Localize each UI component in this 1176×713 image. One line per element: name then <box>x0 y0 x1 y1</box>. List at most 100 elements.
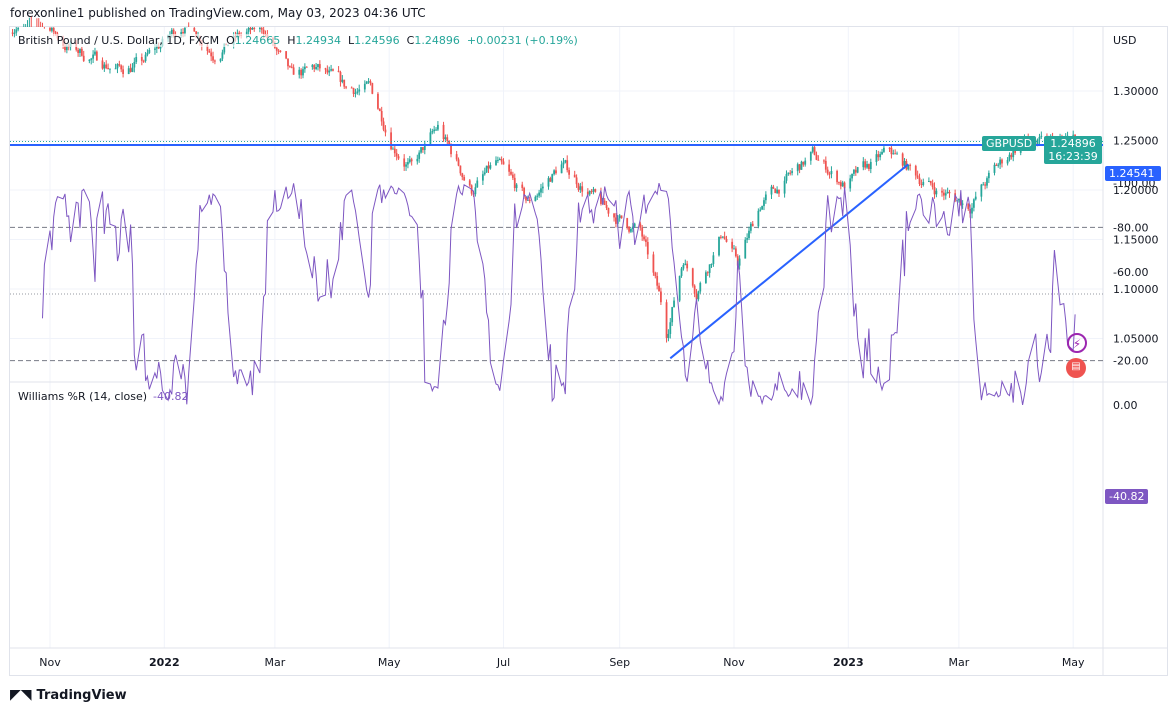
candle-body <box>90 58 93 60</box>
candle-body <box>631 226 634 229</box>
candle-body <box>260 28 263 30</box>
candle-body <box>393 148 396 154</box>
indicator-title[interactable]: Williams %R (14, close) <box>18 390 148 403</box>
candle-body <box>997 164 1000 166</box>
candle-body <box>446 137 449 141</box>
close-value: 1.24896 <box>414 34 460 47</box>
candle-body <box>607 207 610 214</box>
candle-body <box>718 236 720 256</box>
candle-body <box>79 48 81 53</box>
candle-body <box>879 154 882 158</box>
time-tick-label: 2022 <box>149 656 180 669</box>
candle-body <box>311 65 314 67</box>
low-value: 1.24596 <box>354 34 400 47</box>
candle-body <box>918 177 921 184</box>
us-flag-icon[interactable]: ▤ <box>1066 358 1086 378</box>
candle-body <box>594 189 597 192</box>
candle-body <box>408 159 411 163</box>
symbol-tag: GBPUSD <box>982 136 1037 151</box>
candle-body <box>326 69 329 73</box>
candle-body <box>573 174 576 178</box>
candle-body <box>719 236 722 238</box>
tv-logo-icon: ◤◥ <box>10 687 32 703</box>
candle-body <box>330 69 332 71</box>
candle-body <box>615 217 617 224</box>
candle-body <box>420 147 422 153</box>
candle-body <box>397 156 400 159</box>
candle-body <box>247 28 250 32</box>
candle-body <box>1012 150 1015 158</box>
lightning-icon[interactable]: ⚡ <box>1067 333 1087 353</box>
candle-body <box>590 191 593 193</box>
candle-body <box>341 79 344 82</box>
candle-body <box>592 189 595 192</box>
candle-body <box>88 59 91 61</box>
candle-body <box>382 121 385 130</box>
candle-body <box>223 43 226 53</box>
tradingview-logo[interactable]: ◤◥ TradingView <box>10 687 127 703</box>
price-tick-label: 1.25000 <box>1113 135 1159 148</box>
candle-body <box>778 189 780 194</box>
candle-body <box>15 29 18 33</box>
candle-body <box>941 190 943 193</box>
price-tick-label: 1.15000 <box>1113 234 1159 247</box>
candle-body <box>643 236 645 240</box>
candle-body <box>457 159 460 166</box>
candle-body <box>410 159 413 162</box>
candle-body <box>208 50 211 53</box>
indicator-value-tag: -40.82 <box>1105 489 1149 504</box>
indicator-legend: Williams %R (14, close) -40.82 <box>18 390 189 403</box>
candle-body <box>776 189 779 194</box>
candle-body <box>761 206 764 210</box>
candle-body <box>116 64 119 69</box>
candle-body <box>961 203 964 205</box>
currency-label: USD <box>1113 34 1137 47</box>
candle-body <box>437 124 439 130</box>
candle-body <box>172 29 175 35</box>
symbol-title[interactable]: British Pound / U.S. Dollar, 1D, FXCM <box>18 34 220 47</box>
candle-body <box>654 272 657 276</box>
candle-body <box>562 162 565 165</box>
candle-body <box>80 48 83 56</box>
candle-body <box>864 161 867 168</box>
candle-body <box>982 184 985 186</box>
candle-body <box>101 60 104 69</box>
candle-body <box>120 65 123 70</box>
candle-body <box>538 192 541 196</box>
countdown: 16:23:39 <box>1048 150 1098 163</box>
candle-body <box>496 160 499 162</box>
candle-body <box>367 81 370 83</box>
candle-body <box>450 144 452 155</box>
candle-body <box>901 153 904 166</box>
candle-body <box>483 172 486 175</box>
published-info: forexonline1 published on TradingView.co… <box>10 6 426 20</box>
candle-body <box>815 154 818 160</box>
candle-body <box>575 177 578 185</box>
candle-body <box>534 196 537 202</box>
candle-body <box>541 186 544 189</box>
candle-body <box>435 129 437 131</box>
candle-body <box>673 300 675 308</box>
price-tick-label: 1.30000 <box>1113 85 1159 98</box>
candle-body <box>279 50 282 52</box>
candle-body <box>103 64 106 69</box>
candle-body <box>142 60 145 62</box>
candle-body <box>721 236 724 238</box>
candle-body <box>127 68 130 74</box>
candle-body <box>131 67 134 72</box>
candle-body <box>303 66 306 70</box>
candle-body <box>219 58 222 62</box>
candle-body <box>839 182 842 187</box>
candle-body <box>706 272 709 274</box>
candle-body <box>313 65 316 70</box>
candle-body <box>65 46 68 51</box>
candle-body <box>221 52 224 59</box>
candle-body <box>1040 135 1043 137</box>
candle-body <box>423 143 426 151</box>
candle-body <box>474 187 477 195</box>
price-tick-label: 1.05000 <box>1113 333 1159 346</box>
candle-body <box>751 223 754 227</box>
candle-body <box>749 223 752 231</box>
last-price-tag: 1.24896 16:23:39 <box>1044 136 1102 164</box>
